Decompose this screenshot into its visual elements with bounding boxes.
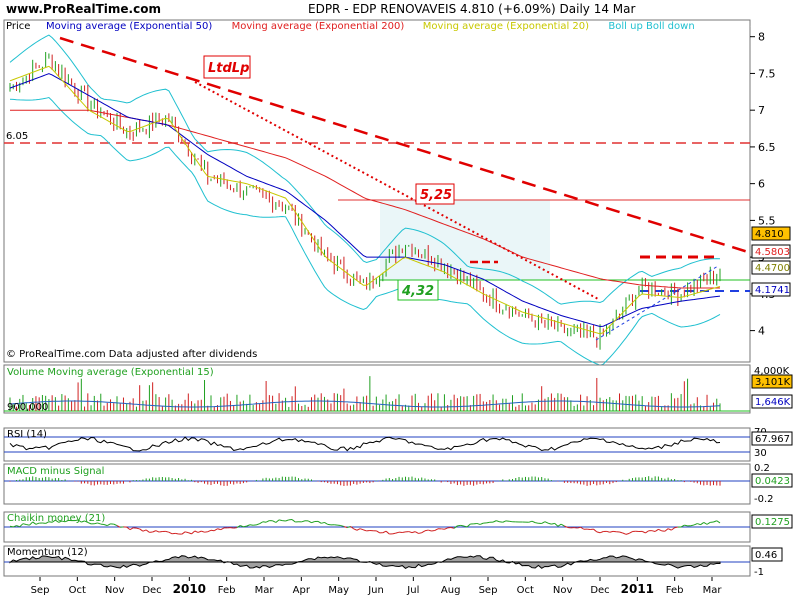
price-badge-text-1: 4.5803 (755, 247, 790, 258)
chaikin-seg-1 (10, 526, 13, 527)
price-tick-label-8: 4 (758, 325, 765, 338)
momentum-tick-bottom: -1 (754, 567, 764, 578)
watermark: © ProRealTime.com Data adjusted after di… (6, 349, 257, 360)
chaikin-seg-129 (425, 530, 428, 531)
volume-left-label: 900,000 (7, 402, 48, 413)
rsi-label: RSI (14) (7, 429, 47, 440)
chaikin-label: Chaikin money (21) (7, 513, 105, 524)
volume-badge-text-1: 1,646K (755, 397, 791, 408)
chaikin-seg-47 (159, 531, 162, 532)
x-tick-label-16: 2011 (621, 582, 654, 596)
rsi-tick-30: 30 (754, 448, 767, 459)
chaikin-badge-text: 0.1275 (755, 517, 790, 528)
legend-item-1: Moving average (Exponential 50) (46, 21, 212, 32)
x-tick-label-4: 2010 (173, 582, 206, 596)
x-tick-label-9: Jun (367, 585, 384, 596)
price-tick-label-0: 8 (758, 31, 765, 44)
price-tick-label-3: 6.5 (758, 141, 776, 154)
x-tick-label-8: May (328, 585, 349, 596)
macd-badge-text: 0.0423 (755, 476, 790, 487)
x-tick-label-18: Mar (703, 585, 723, 596)
chaikin-seg-52 (175, 533, 178, 534)
ltdlp-label: LtdLp (208, 61, 249, 76)
legend-item-4: Boll up Boll down (608, 21, 694, 32)
macd-tick-bottom: -0.2 (754, 494, 774, 505)
chaikin-seg-99 (328, 524, 331, 525)
x-tick-label-2: Nov (105, 585, 125, 596)
support-label: 4,32 (401, 284, 434, 299)
momentum-badge-text: 0.46 (755, 550, 777, 561)
chaikin-seg-168 (551, 523, 554, 524)
x-tick-label-13: Oct (517, 585, 534, 596)
macd-tick-top: 0.2 (754, 463, 770, 474)
price-tick-label-2: 7 (758, 104, 765, 117)
x-tick-label-0: Sep (31, 585, 50, 596)
legend-item-2: Moving average (Exponential 200) (232, 21, 405, 32)
rsi-badge-text: 67.967 (755, 434, 790, 445)
x-tick-label-12: Sep (479, 585, 498, 596)
chaikin-seg-206 (675, 527, 678, 528)
chaikin-seg-155 (509, 521, 512, 522)
price-badge-text-0: 4.810 (755, 229, 784, 240)
resistance-label: 5,25 (420, 188, 452, 203)
x-tick-label-15: Dec (590, 585, 609, 596)
range-zone (380, 200, 550, 280)
legend-item-0: Price (6, 21, 30, 32)
x-tick-label-7: Apr (293, 585, 311, 596)
chaikin-seg-69 (230, 528, 233, 529)
price-badge-text-2: 4.4700 (755, 263, 790, 274)
x-tick-label-1: Oct (69, 585, 86, 596)
chaikin-seg-127 (418, 533, 421, 534)
macd-panel (4, 464, 750, 504)
chaikin-seg-70 (234, 528, 237, 529)
price-tick-label-4: 6 (758, 178, 765, 191)
momentum-label: Momentum (12) (7, 547, 88, 558)
volume-label: Volume Moving average (Exponential 15) (7, 367, 214, 378)
site-name[interactable]: www.ProRealTime.com (6, 2, 161, 16)
x-tick-label-11: Aug (441, 585, 461, 596)
x-tick-label-5: Feb (218, 585, 236, 596)
chaikin-seg-122 (402, 532, 405, 533)
chart-title: EDPR - EDP RENOVAVEIS 4.810 (+6.09%) Dai… (308, 2, 635, 16)
rsi-panel (4, 428, 750, 461)
legend-item-3: Moving average (Exponential 20) (423, 21, 589, 32)
x-tick-label-17: Feb (666, 585, 684, 596)
price-legend: Price Moving average (Exponential 50) Movi… (6, 21, 800, 32)
chaikin-seg-73 (243, 526, 246, 527)
level-605-label: 6.05 (6, 131, 28, 142)
price-tick-label-5: 5.5 (758, 214, 776, 227)
macd-label: MACD minus Signal (7, 466, 104, 477)
x-tick-label-14: Nov (553, 585, 573, 596)
chaikin-seg-84 (279, 520, 282, 521)
price-badge-text-3: 4.1741 (755, 285, 790, 296)
chaikin-seg-148 (487, 522, 490, 523)
price-panel (4, 20, 750, 362)
chaikin-seg-163 (535, 523, 538, 524)
x-tick-label-3: Dec (142, 585, 161, 596)
chaikin-seg-140 (461, 525, 464, 526)
x-tick-label-10: Jul (406, 585, 419, 596)
volume-badge-text-0: 3,101K (755, 377, 791, 388)
x-tick-label-6: Mar (255, 585, 275, 596)
price-tick-label-1: 7.5 (758, 67, 776, 80)
price-badges: 4.810 4.5803 4.4700 4.1741 (752, 227, 790, 296)
